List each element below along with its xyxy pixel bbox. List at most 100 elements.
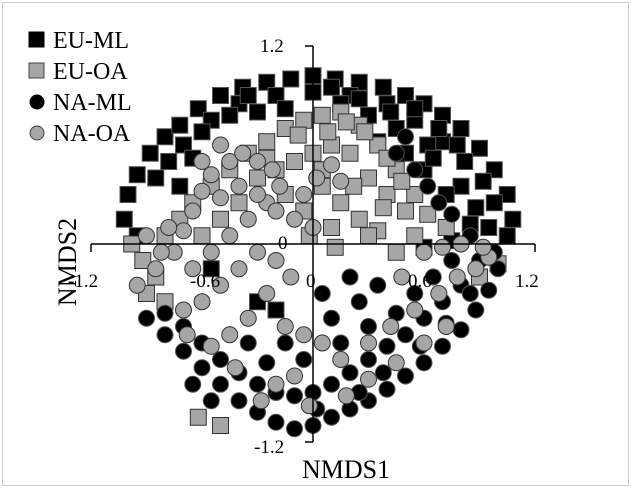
data-point-eu-oa [230,194,248,212]
data-point-eu-ml [480,219,498,236]
data-point-na-oa [308,169,326,187]
data-point-na-ml [443,205,461,223]
data-point-eu-ml [175,136,192,154]
x-tick-label-left: -1.2 [68,271,98,292]
data-point-na-ml [397,128,414,146]
data-point-na-ml [267,413,285,431]
data-point-na-oa [230,260,248,278]
axes [90,45,536,443]
data-point-na-oa [234,144,252,162]
legend-item-eu-ml: EU-ML [28,28,129,54]
data-point-eu-oa [326,238,344,256]
data-point-eu-oa [360,227,377,245]
data-point-na-ml [230,392,248,410]
data-point-eu-ml [193,123,211,141]
data-point-na-oa [282,268,300,286]
data-point-na-oa [406,301,424,319]
data-point-na-oa [415,334,433,352]
data-point-na-oa [286,210,303,228]
legend-label: EU-ML [53,28,129,54]
data-point-eu-ml [424,149,442,167]
legend-item-eu-oa: EU-OA [28,59,128,85]
data-point-na-ml [406,161,424,179]
x-tick-label-neg-mid: -0.6 [190,271,220,292]
data-point-na-ml [430,194,448,212]
data-point-na-ml [193,359,211,377]
data-point-na-oa [323,156,340,174]
data-point-eu-oa [323,219,340,236]
data-point-na-oa [249,153,266,170]
data-point-eu-ml [504,210,522,228]
data-point-na-oa [202,337,220,355]
data-point-eu-ml [267,301,285,319]
data-point-eu-oa [360,169,377,187]
data-point-na-ml [360,318,377,335]
data-point-na-ml [286,420,303,438]
data-point-eu-ml [456,153,474,170]
data-point-na-oa [360,334,377,352]
legend-marker-circle-gray [29,125,45,141]
data-point-na-ml [212,351,229,368]
data-point-na-oa [178,326,196,344]
legend-marker-circle-black [29,94,45,110]
data-point-na-oa [271,177,289,195]
x-tick-label-right: 1.2 [515,271,539,292]
data-point-eu-oa [393,172,411,190]
data-point-eu-ml [141,144,159,162]
data-point-na-oa [239,210,257,228]
data-point-na-oa [193,153,211,170]
data-point-eu-ml [467,199,485,217]
data-point-na-ml [378,380,396,398]
data-point-na-oa [313,334,331,352]
data-point-eu-ml [267,87,285,104]
data-point-eu-ml [119,186,137,203]
data-point-na-oa [221,153,239,170]
data-point-eu-oa [350,210,368,228]
data-point-na-ml [156,304,174,322]
data-point-eu-ml [382,103,400,121]
data-point-na-oa [437,318,455,335]
data-point-na-oa [252,392,270,410]
data-point-na-ml [286,387,303,405]
data-point-eu-ml [282,70,300,88]
data-point-eu-oa [249,169,266,187]
series-eu-ml [115,67,522,319]
data-point-eu-ml [171,116,189,134]
data-point-na-oa [147,260,165,278]
data-point-eu-oa [374,199,392,217]
data-point-na-ml [387,144,405,162]
data-point-na-oa [382,318,400,335]
data-point-na-ml [313,285,331,302]
data-point-na-ml [341,268,359,286]
data-point-na-oa [267,375,285,393]
data-point-na-ml [323,309,340,327]
data-point-na-ml [184,375,202,393]
data-point-eu-oa [341,144,359,162]
data-point-eu-ml [221,106,239,124]
data-point-na-oa [249,186,266,203]
data-point-na-ml [397,367,414,385]
axis-ticks [90,45,536,443]
data-point-na-ml [249,375,266,393]
data-point-na-ml [378,337,396,355]
data-point-eu-oa [286,153,303,170]
data-point-na-oa [295,326,313,344]
data-point-na-oa [337,387,355,405]
data-point-eu-ml [452,120,470,137]
data-point-na-oa [276,318,294,335]
data-point-eu-ml [276,100,294,118]
data-point-na-oa [434,238,451,256]
data-point-na-ml [374,364,392,382]
data-point-na-oa [175,301,192,319]
data-point-na-oa [360,370,377,388]
data-point-eu-ml [115,210,133,228]
y-tick-label-top: 1.2 [260,36,284,57]
legend: EU-ML EU-OA NA-ML NA-OA [28,28,132,147]
data-point-eu-oa [295,111,313,129]
data-point-na-oa [387,354,405,372]
data-point-na-oa [202,243,220,261]
data-point-na-ml [323,375,340,393]
data-point-na-oa [332,172,350,190]
data-point-eu-oa [332,194,350,212]
data-point-na-oa [184,202,202,220]
